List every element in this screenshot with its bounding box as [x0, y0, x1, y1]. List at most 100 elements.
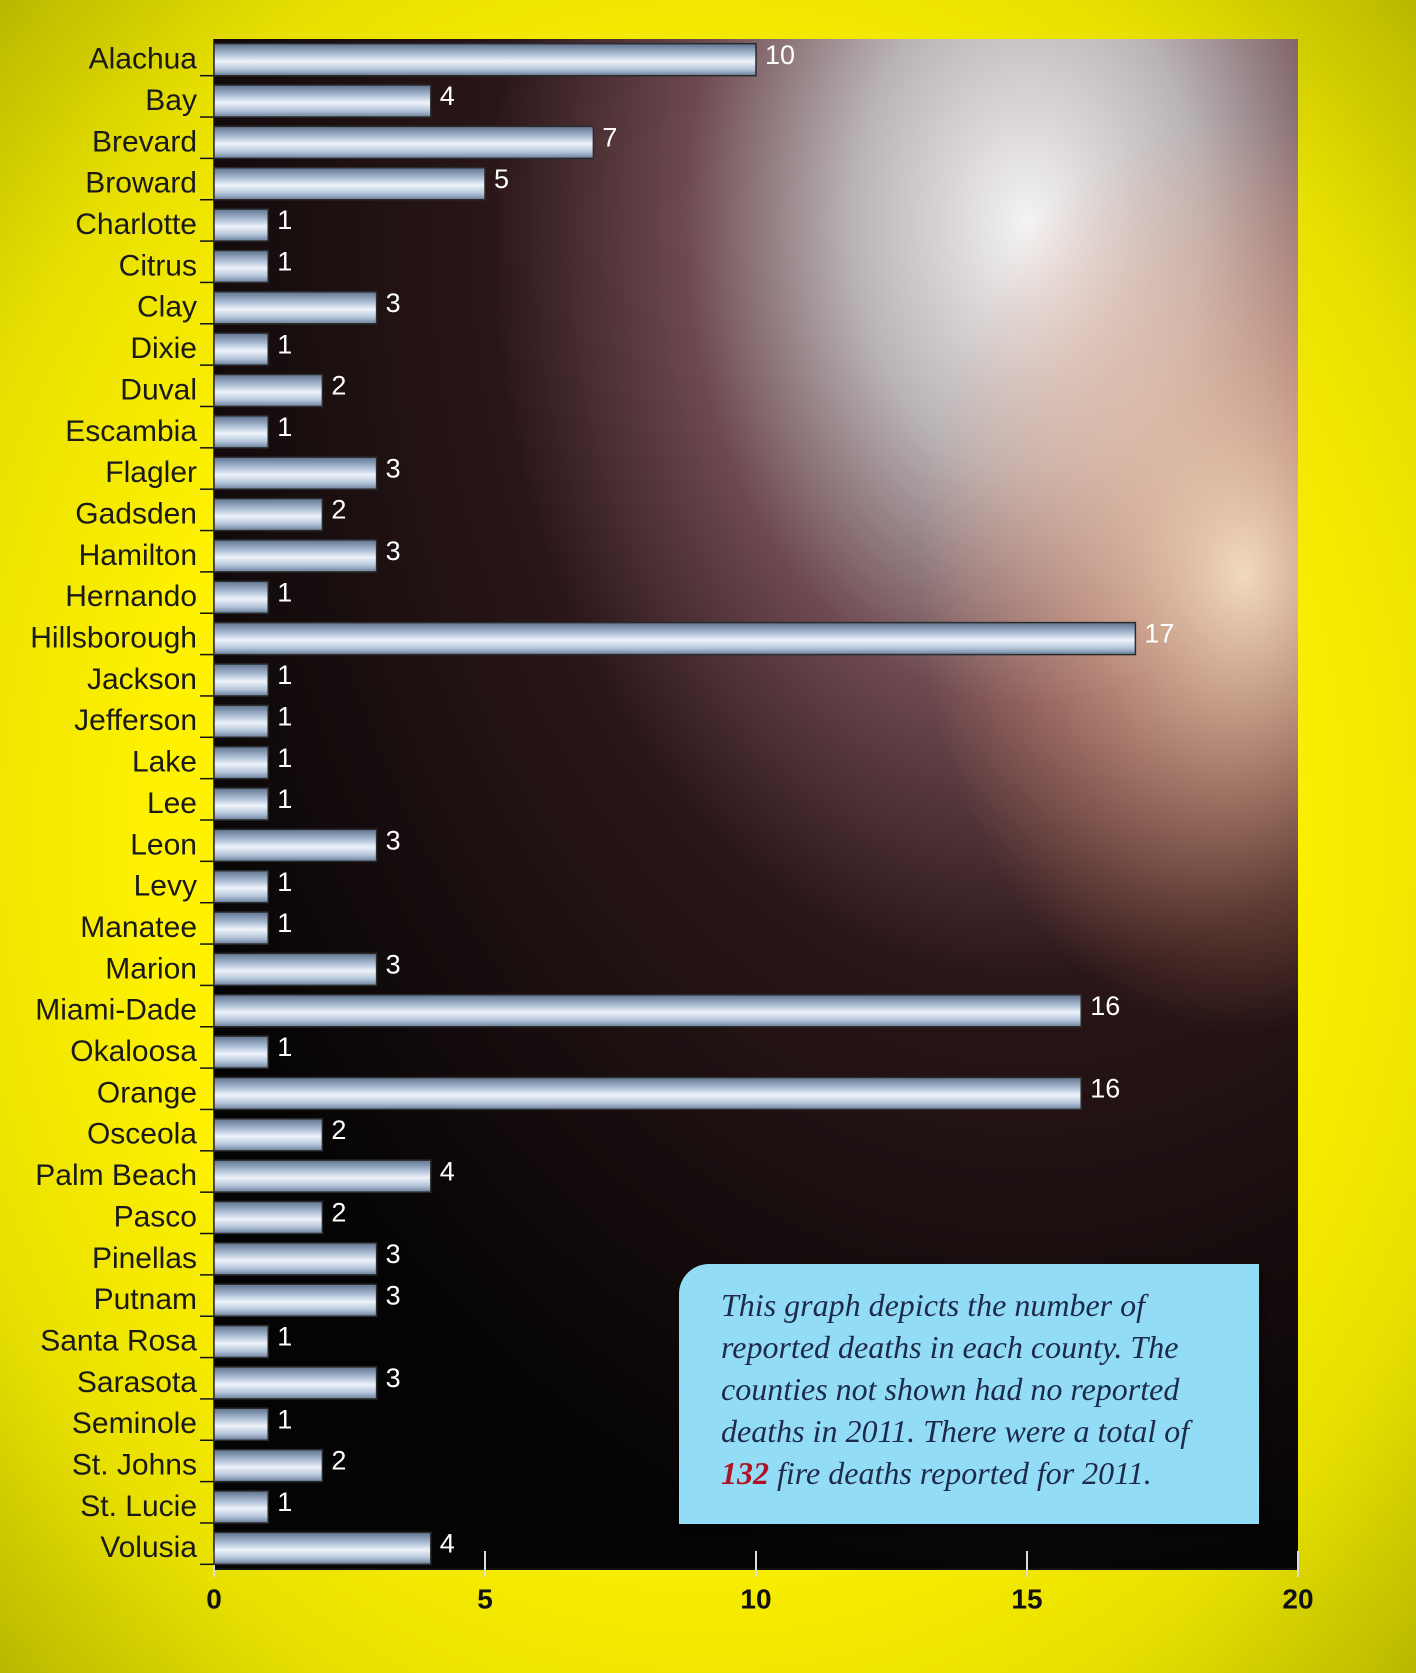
bar [213, 663, 269, 697]
y-tick-label: Alachua [89, 43, 198, 76]
y-tick-label: Manatee [80, 911, 197, 944]
bar [213, 415, 269, 449]
y-tick-label: Brevard [92, 125, 197, 158]
value-label: 2 [331, 371, 346, 401]
value-label: 1 [277, 577, 292, 607]
value-label: 7 [602, 123, 617, 153]
x-tick-label: 20 [1282, 1583, 1313, 1614]
y-tick-label: Clay [137, 291, 197, 324]
value-label: 1 [277, 1322, 292, 1352]
y-tick-label: Volusia [100, 1531, 197, 1564]
y-tick-label: Santa Rosa [40, 1324, 197, 1357]
bar [213, 1283, 378, 1317]
y-tick-label: Pinellas [92, 1242, 197, 1275]
bar [213, 1159, 432, 1193]
value-label: 1 [277, 660, 292, 690]
value-label: 4 [440, 1528, 455, 1558]
bar [213, 1531, 432, 1566]
y-tick-label: Flagler [105, 456, 197, 489]
y-tick-label: Pasco [114, 1200, 197, 1233]
y-tick-label: Citrus [119, 249, 197, 282]
value-label: 5 [494, 164, 509, 194]
bar [213, 1076, 1082, 1111]
y-tick-label: St. Johns [72, 1449, 197, 1482]
x-tick-label: 0 [206, 1583, 222, 1614]
bar [213, 332, 269, 366]
y-tick-label: Okaloosa [70, 1035, 197, 1068]
value-label: 1 [277, 412, 292, 442]
value-label: 4 [440, 1156, 455, 1186]
value-label: 3 [386, 453, 401, 483]
bar [213, 1324, 269, 1359]
y-tick-label: Palm Beach [35, 1159, 197, 1192]
note-number: 132 [721, 1455, 769, 1491]
value-label: 1 [277, 701, 292, 731]
bar [213, 1366, 378, 1400]
y-tick-label: Leon [130, 828, 197, 861]
value-label: 1 [277, 329, 292, 359]
y-tick-label: Duval [120, 373, 197, 406]
value-label: 3 [386, 950, 401, 980]
bar [213, 952, 378, 987]
y-tick-label: Orange [97, 1076, 197, 1109]
bar [213, 704, 269, 739]
value-label: 1 [277, 784, 292, 814]
y-tick-label: Lake [132, 746, 197, 779]
y-tick-label: Hernando [65, 580, 197, 613]
bar [213, 828, 378, 863]
value-label: 16 [1090, 991, 1120, 1021]
bar [213, 1407, 269, 1442]
y-tick-label: Marion [105, 952, 197, 985]
y-tick-label: Putnam [94, 1283, 197, 1316]
value-label: 2 [331, 1115, 346, 1145]
value-label: 1 [277, 908, 292, 938]
bar [213, 911, 269, 945]
y-tick-label: Osceola [87, 1118, 197, 1151]
value-label: 1 [277, 867, 292, 897]
value-label: 3 [386, 288, 401, 318]
annotation: This graph depicts the number of reporte… [679, 1264, 1259, 1524]
value-label: 2 [331, 1198, 346, 1228]
bar [213, 745, 269, 780]
y-tick-label: Charlotte [75, 208, 197, 241]
value-label: 2 [331, 1446, 346, 1476]
value-label: 1 [277, 1032, 292, 1062]
value-label: 4 [440, 81, 455, 111]
y-tick-label: Lee [147, 787, 197, 820]
y-tick-label: Jackson [87, 663, 197, 696]
y-tick-label: Sarasota [77, 1366, 197, 1399]
bar [213, 1490, 269, 1524]
bar [213, 456, 378, 490]
bar [213, 787, 269, 821]
value-label: 1 [277, 1487, 292, 1517]
x-tick-label: 5 [477, 1583, 493, 1614]
bar [213, 249, 269, 284]
value-label: 1 [277, 247, 292, 277]
value-label: 3 [386, 1239, 401, 1269]
y-tick-label: Bay [145, 84, 197, 117]
y-tick-label: Hamilton [79, 539, 197, 572]
bar [213, 125, 595, 160]
y-tick-label: Seminole [72, 1407, 197, 1440]
y-tick-label: Escambia [65, 415, 197, 448]
value-label: 16 [1090, 1074, 1120, 1104]
bar [213, 580, 269, 614]
note-text: This graph depicts the number of reporte… [721, 1287, 1190, 1449]
y-tick-label: Gadsden [75, 497, 197, 530]
value-label: 10 [765, 40, 795, 70]
bar [213, 539, 378, 573]
bar [213, 291, 378, 325]
value-label: 1 [277, 205, 292, 235]
x-tick-label: 10 [740, 1583, 771, 1614]
y-tick-label: Hillsborough [30, 622, 197, 655]
bar [213, 373, 324, 408]
bar [213, 497, 324, 532]
value-label: 3 [386, 825, 401, 855]
bar [213, 994, 1082, 1028]
bar [213, 84, 432, 118]
y-tick-label: Miami-Dade [35, 994, 197, 1027]
bar [213, 869, 269, 904]
value-label: 1 [277, 743, 292, 773]
bar [213, 208, 269, 242]
